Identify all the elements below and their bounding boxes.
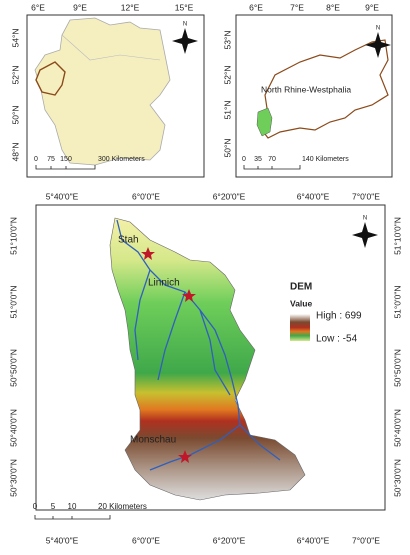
lon-label: 9°E [73, 2, 87, 12]
lat-label: 51°10'0"N [392, 217, 402, 255]
lat-label: 52°N [222, 66, 232, 85]
rivers [116, 219, 281, 471]
nrw-outline [35, 61, 66, 96]
lat-label: 50°40'0"N [392, 409, 402, 447]
lon-label: 8°E [326, 2, 340, 12]
lon-label: 6°40'0"E [297, 535, 330, 545]
region-label: North Rhine-Westphalia [261, 84, 351, 94]
lat-label: 50°N [10, 106, 20, 125]
lat-label: 51°0'0"N [392, 285, 402, 318]
scale-label: 0 [33, 502, 38, 511]
legend-low: Low : -54 [316, 334, 358, 345]
lat-label: 50°30'0"N [392, 459, 402, 497]
lon-label: 6°0'0"E [132, 191, 160, 201]
scale-label: 0 [34, 156, 38, 163]
town-label: Monschau [130, 435, 176, 446]
lat-label: 52°N [10, 66, 20, 85]
scale-label: 140 Kilometers [302, 156, 349, 163]
lat-label: 50°30'0"N [8, 459, 18, 497]
north-label: N [183, 22, 187, 28]
lat-label: 50°40'0"N [8, 409, 18, 447]
lat-label: 51°10'0"N [8, 217, 18, 255]
town-label: Linnich [148, 278, 180, 289]
north-arrow [172, 28, 391, 248]
north-label: N [363, 216, 367, 222]
lon-label: 6°40'0"E [297, 191, 330, 201]
lat-label: 50°50'0"N [8, 349, 18, 387]
scale-label: 35 [254, 156, 262, 163]
lat-label: 54°N [10, 29, 20, 48]
north-label: N [376, 26, 380, 32]
scale-label: 5 [51, 502, 56, 511]
lon-label: 6°20'0"E [213, 191, 246, 201]
lat-label: 51°0'0"N [8, 285, 18, 318]
legend-title: DEM [290, 282, 312, 293]
lat-label: 50°N [222, 139, 232, 158]
scale-label: 150 [60, 156, 72, 163]
nrw-outline [261, 39, 389, 139]
catchment-small [256, 107, 273, 137]
legend-high: High : 699 [316, 311, 362, 322]
lon-label: 9°E [365, 2, 379, 12]
lat-label: 50°50'0"N [392, 349, 402, 387]
germany-shape [34, 17, 171, 166]
lat-label: 51°N [222, 101, 232, 120]
lon-label: 6°E [249, 2, 263, 12]
lon-label: 5°40'0"E [46, 191, 79, 201]
scale-label: 300 Kilometers [98, 156, 145, 163]
lon-label: 6°20'0"E [213, 535, 246, 545]
town-markers [141, 247, 196, 463]
scale-bars [34, 165, 301, 520]
scale-label: 75 [47, 156, 55, 163]
lat-label: 53°N [222, 31, 232, 50]
scale-label: 0 [242, 156, 246, 163]
scale-label: 70 [268, 156, 276, 163]
scale-label: 10 [68, 502, 77, 511]
legend-subtitle: Value [290, 298, 312, 308]
lon-label: 6°0'0"E [132, 535, 160, 545]
lat-label: 48°N [10, 143, 20, 162]
town-label: Stah [118, 235, 139, 246]
lon-label: 7°0'0"E [352, 535, 380, 545]
lon-label: 7°E [290, 2, 304, 12]
lon-label: 12°E [121, 2, 140, 12]
catchment-dem [109, 217, 306, 501]
scale-label: 20 Kilometers [98, 502, 147, 511]
lon-label: 7°0'0"E [352, 191, 380, 201]
state-border [61, 34, 161, 61]
lon-label: 15°E [175, 2, 194, 12]
legend-ramp [290, 314, 310, 341]
lon-label: 5°40'0"E [46, 535, 79, 545]
lon-label: 6°E [31, 2, 45, 12]
